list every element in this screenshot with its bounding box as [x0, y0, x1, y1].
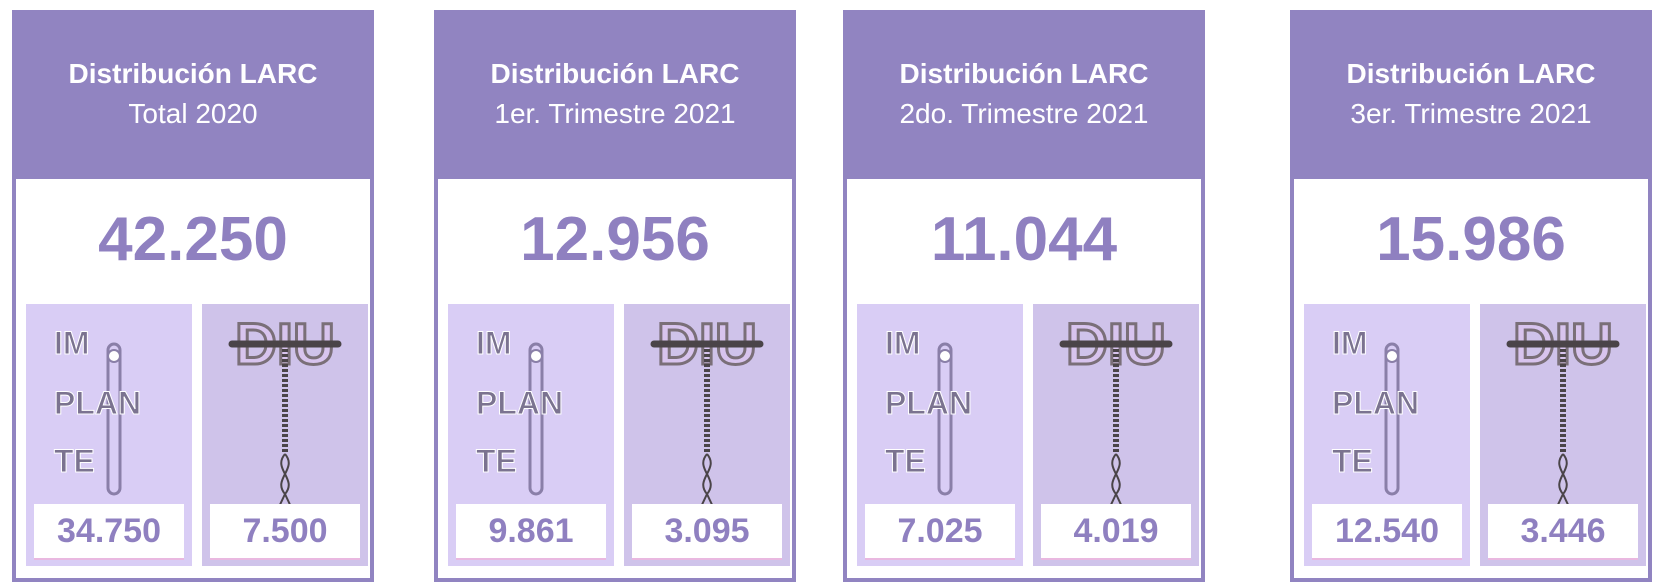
card-title: Distribución LARC [438, 58, 792, 90]
implant-label: IM [476, 325, 512, 361]
card-title: Distribución LARC [16, 58, 370, 90]
diu-threads [1109, 454, 1123, 504]
implant-label: IM [54, 325, 90, 361]
implant-label: TE [1332, 443, 1373, 479]
total-value: 42.250 [16, 204, 370, 275]
implant-rod-end [108, 350, 120, 362]
diu-icon: DIU [1480, 304, 1646, 504]
implant-value: 12.540 [1312, 504, 1462, 560]
implant-value: 9.861 [456, 504, 606, 560]
implant-label: PLAN [1332, 385, 1419, 421]
card: Distribución LARC 3er. Trimestre 2021 15.9… [1290, 10, 1652, 582]
card-title: Distribución LARC [1294, 58, 1648, 90]
implant-label: PLAN [476, 385, 563, 421]
implant-tile: IM PLAN TE 34.750 [26, 304, 192, 566]
card: Distribución LARC 2do. Trimestre 2021 11.0… [843, 10, 1205, 582]
card-title: Distribución LARC [847, 58, 1201, 90]
diu-value: 4.019 [1041, 504, 1191, 560]
diu-threads [700, 454, 714, 504]
total-value: 12.956 [438, 204, 792, 275]
diu-threads [1556, 454, 1570, 504]
card-subtitle: 1er. Trimestre 2021 [438, 98, 792, 130]
implant-tile: IM PLAN TE 9.861 [448, 304, 614, 566]
card-subtitle: Total 2020 [16, 98, 370, 130]
implant-rod-end [1386, 350, 1398, 362]
implant-tile: IM PLAN TE 7.025 [857, 304, 1023, 566]
implant-label: TE [476, 443, 517, 479]
implant-rod-end [530, 350, 542, 362]
card-subtitle: 3er. Trimestre 2021 [1294, 98, 1648, 130]
card-header: Distribución LARC Total 2020 [16, 14, 370, 179]
card-subtitle: 2do. Trimestre 2021 [847, 98, 1201, 130]
implant-label: PLAN [54, 385, 141, 421]
diu-value: 3.446 [1488, 504, 1638, 560]
card: Distribución LARC Total 2020 42.250 IM PLAN T… [12, 10, 374, 582]
card-header: Distribución LARC 2do. Trimestre 2021 [847, 14, 1201, 179]
implant-label: IM [1332, 325, 1368, 361]
implant-icon: IM PLAN TE [448, 304, 614, 504]
implant-label: TE [885, 443, 926, 479]
implant-icon: IM PLAN TE [1304, 304, 1470, 504]
implant-label: PLAN [885, 385, 972, 421]
implant-tile: IM PLAN TE 12.540 [1304, 304, 1470, 566]
diu-value: 3.095 [632, 504, 782, 560]
implant-label: IM [885, 325, 921, 361]
card-header: Distribución LARC 1er. Trimestre 2021 [438, 14, 792, 179]
total-value: 15.986 [1294, 204, 1648, 275]
card: Distribución LARC 1er. Trimestre 2021 12.9… [434, 10, 796, 582]
card-header: Distribución LARC 3er. Trimestre 2021 [1294, 14, 1648, 179]
implant-icon: IM PLAN TE [857, 304, 1023, 504]
total-value: 11.044 [847, 204, 1201, 275]
diu-icon: DIU [1033, 304, 1199, 504]
implant-label: TE [54, 443, 95, 479]
page: Distribución LARC Total 2020 42.250 IM PLAN T… [0, 0, 1654, 580]
implant-value: 7.025 [865, 504, 1015, 560]
implant-icon: IM PLAN TE [26, 304, 192, 504]
diu-threads [278, 454, 292, 504]
implant-value: 34.750 [34, 504, 184, 560]
diu-value: 7.500 [210, 504, 360, 560]
diu-icon: DIU [624, 304, 790, 504]
diu-icon: DIU [202, 304, 368, 504]
implant-rod-end [939, 350, 951, 362]
